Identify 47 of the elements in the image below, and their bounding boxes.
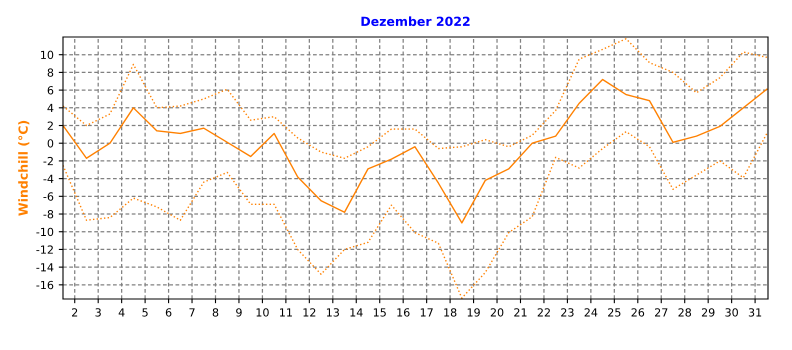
- x-tick-label: 26: [632, 308, 644, 317]
- x-tick-label: 24: [584, 308, 598, 316]
- x-tick-label: 23: [561, 308, 574, 317]
- x-tick-label: 17: [420, 308, 433, 316]
- x-tick-label: 19: [468, 308, 480, 317]
- x-tick-label: 13: [326, 308, 339, 317]
- y-tick-label: -8: [43, 210, 54, 218]
- x-tick-label: 29: [702, 308, 714, 317]
- x-tick-label: 11: [280, 308, 292, 316]
- y-tick-label: -2: [43, 156, 53, 166]
- x-tick-label: 22: [538, 308, 550, 316]
- x-tick-label: 25: [608, 308, 620, 317]
- x-tick-label: 12: [303, 308, 316, 316]
- x-tick-label: 9: [236, 308, 242, 317]
- x-tick-label: 7: [189, 308, 195, 316]
- x-tick-label: 4: [118, 308, 125, 316]
- y-tick-label: -4: [43, 174, 54, 183]
- x-tick-label: 15: [374, 308, 386, 317]
- x-tick-label: 2: [72, 308, 78, 316]
- x-tick-label: 30: [725, 308, 738, 317]
- x-tick-label: 20: [490, 308, 504, 317]
- y-tick-label: 2: [48, 121, 53, 130]
- x-tick-label: 28: [678, 308, 692, 317]
- y-tick-label: 10: [41, 50, 54, 60]
- y-tick-label: -16: [36, 280, 54, 290]
- chart-title: Dezember 2022: [361, 16, 470, 26]
- x-tick-label: 14: [350, 308, 363, 316]
- y-tick-label: -14: [36, 263, 54, 272]
- y-tick-label: 8: [48, 68, 54, 77]
- y-tick-label: -12: [36, 245, 53, 254]
- y-tick-label: 0: [48, 139, 54, 148]
- y-tick-label: 6: [48, 86, 54, 94]
- y-axis-title: Windchill (°C): [18, 120, 30, 216]
- y-tick-label: -10: [36, 228, 54, 236]
- x-tick-label: 21: [514, 308, 527, 316]
- x-tick-label: 27: [655, 308, 668, 316]
- x-tick-label: 8: [212, 308, 218, 317]
- x-tick-label: 3: [96, 308, 101, 317]
- x-tick-label: 31: [748, 308, 762, 317]
- x-tick-label: 6: [166, 308, 172, 317]
- y-tick-label: -6: [43, 192, 54, 201]
- x-tick-label: 10: [256, 308, 269, 317]
- y-tick-label: 4: [47, 104, 54, 112]
- line-series: [63, 78, 768, 224]
- x-tick-label: 5: [142, 308, 148, 317]
- x-tick-label: 16: [397, 308, 410, 317]
- x-tick-label: 18: [444, 308, 456, 317]
